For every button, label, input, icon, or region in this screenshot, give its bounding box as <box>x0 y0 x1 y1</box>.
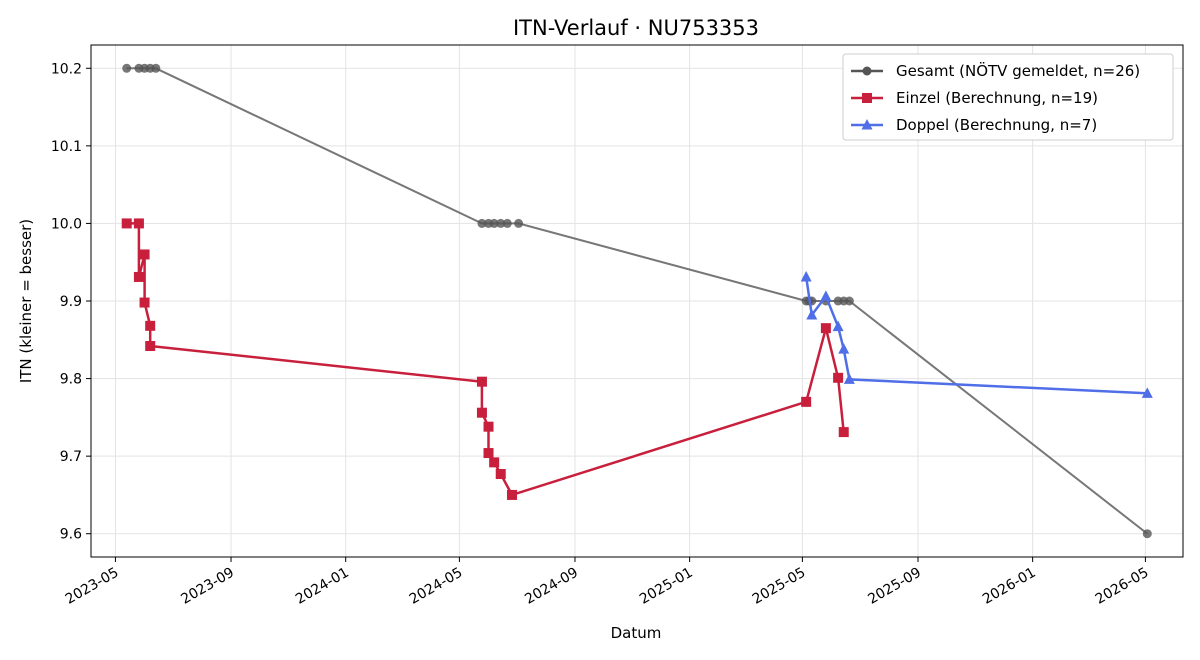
x-tick-label: 2023-09 <box>178 565 237 608</box>
data-point-gesamt <box>514 218 524 228</box>
data-point-doppel <box>843 373 855 384</box>
y-axis-label: ITN (kleiner = besser) <box>17 219 35 383</box>
data-point-einzel <box>145 340 156 351</box>
x-tick-label: 2025-05 <box>750 565 809 608</box>
data-point-einzel <box>133 218 144 229</box>
data-point-einzel <box>507 489 518 500</box>
legend-marker-einzel <box>862 93 872 103</box>
data-point-doppel <box>838 343 850 354</box>
x-tick-label: 2024-05 <box>407 565 466 608</box>
legend: Gesamt (NÖTV gemeldet, n=26) Einzel (Bere… <box>842 53 1174 141</box>
grid <box>91 45 1183 557</box>
series-layer <box>121 63 1153 539</box>
legend-marker-gesamt <box>862 66 872 76</box>
data-point-gesamt <box>496 218 506 228</box>
legend-label-doppel: Doppel (Berechnung, n=7) <box>896 116 1097 134</box>
x-tick-label: 2025-09 <box>865 565 924 608</box>
data-point-einzel <box>139 249 150 260</box>
data-point-einzel <box>483 421 494 432</box>
x-tick-label: 2023-05 <box>63 565 122 608</box>
data-point-gesamt <box>122 63 132 73</box>
data-point-doppel <box>1141 387 1153 398</box>
series-doppel <box>800 270 1153 398</box>
data-point-einzel <box>139 297 150 308</box>
data-point-doppel <box>820 290 832 301</box>
y-tick-label: 10.0 <box>51 216 82 232</box>
data-point-gesamt <box>489 218 499 228</box>
data-point-doppel <box>832 320 844 332</box>
x-tick-label: 2024-01 <box>293 565 352 608</box>
data-point-gesamt <box>477 218 487 228</box>
x-tick-label: 2025-01 <box>637 565 696 608</box>
data-point-einzel <box>476 407 487 418</box>
series-gesamt <box>122 63 1152 539</box>
legend-label-einzel: Einzel (Berechnung, n=19) <box>896 89 1098 107</box>
x-tick-label: 2024-09 <box>522 565 581 608</box>
y-axis-ticks: 9.6 9.7 9.8 9.9 10.0 10.1 10.2 <box>51 61 91 543</box>
data-point-einzel <box>495 468 506 479</box>
data-point-einzel <box>838 427 849 438</box>
data-point-doppel <box>806 308 818 320</box>
y-tick-label: 9.8 <box>60 372 82 388</box>
data-point-einzel <box>145 320 156 331</box>
legend-marker-doppel <box>861 119 873 130</box>
data-point-doppel <box>800 270 812 282</box>
x-axis-label: Datum <box>611 624 662 642</box>
legend-label-gesamt: Gesamt (NÖTV gemeldet, n=26) <box>896 61 1140 80</box>
data-point-einzel <box>476 376 487 387</box>
data-point-einzel <box>483 448 494 459</box>
data-point-einzel <box>833 372 844 383</box>
y-tick-label: 9.9 <box>60 294 82 310</box>
data-point-gesamt <box>844 296 854 306</box>
data-point-einzel <box>121 218 132 229</box>
y-tick-label: 10.1 <box>51 139 82 155</box>
x-tick-label: 2026-01 <box>980 565 1039 608</box>
data-point-gesamt <box>151 63 161 73</box>
data-point-gesamt <box>502 218 512 228</box>
legend-box <box>842 53 1174 141</box>
data-point-einzel <box>801 396 812 407</box>
x-tick-label: 2026-05 <box>1093 565 1152 608</box>
chart-title: ITN-Verlauf · NU753353 <box>513 16 759 40</box>
series-einzel <box>121 218 849 500</box>
y-tick-label: 9.6 <box>60 527 82 543</box>
y-tick-label: 9.7 <box>60 449 82 465</box>
data-point-einzel <box>489 457 500 468</box>
data-point-einzel <box>820 323 831 334</box>
x-axis-ticks: 2023-05 2023-09 2024-01 2024-05 2024-09 2025-… <box>63 557 1152 608</box>
y-tick-label: 10.2 <box>51 61 82 77</box>
series-line-doppel <box>804 276 1148 395</box>
data-point-gesamt <box>1142 529 1152 539</box>
data-point-einzel <box>133 271 144 282</box>
